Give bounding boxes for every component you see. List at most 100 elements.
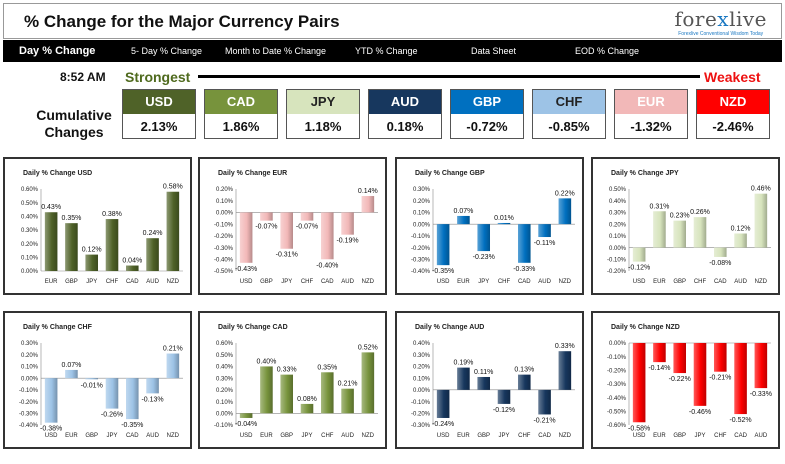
- currency-value: -0.72%: [466, 119, 508, 134]
- x-tick-label: CHF: [714, 433, 727, 439]
- tab-5day-change[interactable]: 5- Day % Change: [131, 46, 203, 56]
- chart-eur: Daily % Change EUR -0.50% -0.40% -0.30% -0.2…: [198, 157, 387, 295]
- data-label: 0.38%: [102, 211, 122, 218]
- x-tick-label: CAD: [538, 433, 551, 439]
- forexlive-logo: forexlive Forexlive Conventional Wisdom …: [674, 7, 767, 37]
- bar: [497, 222, 511, 225]
- bar: [300, 403, 314, 414]
- bar: [85, 254, 99, 271]
- y-tick-label: 0.40%: [21, 215, 39, 221]
- x-tick-label: AUD: [341, 433, 354, 439]
- chart-chf: Daily % Change CHF -0.40% -0.30% -0.20% -0.1…: [3, 311, 192, 449]
- chart-cad: Daily % Change CAD -0.10% 0.00% 0.10% 0.20% 0…: [198, 311, 387, 449]
- bar: [239, 212, 253, 263]
- data-label: -0.46%: [689, 409, 711, 416]
- data-label: 0.13%: [514, 367, 534, 374]
- x-tick-label: CAD: [714, 279, 727, 285]
- currency-name: EUR: [615, 90, 687, 114]
- x-tick-label: CHF: [321, 433, 334, 439]
- x-tick-label: GBP: [280, 433, 293, 439]
- x-tick-label: GBP: [85, 433, 98, 439]
- bar: [632, 247, 646, 262]
- bar: [653, 211, 666, 248]
- y-tick-label: -0.10%: [607, 355, 627, 361]
- bar: [125, 378, 139, 420]
- y-tick-label: -0.30%: [214, 246, 234, 252]
- x-tick-label: GBP: [673, 279, 686, 285]
- tab-data-sheet[interactable]: Data Sheet: [471, 46, 517, 56]
- bar: [713, 247, 727, 257]
- bar: [166, 353, 180, 379]
- data-label: 0.52%: [358, 344, 378, 351]
- data-label: 0.35%: [61, 215, 81, 222]
- x-tick-label: GBP: [673, 433, 686, 439]
- data-label: -0.40%: [316, 262, 338, 269]
- y-tick-label: -0.50%: [607, 410, 627, 416]
- x-tick-label: JPY: [281, 279, 292, 285]
- y-tick-label: -0.30%: [411, 257, 431, 263]
- y-tick-label: -0.20%: [411, 411, 431, 417]
- y-tick-label: 0.00%: [21, 376, 39, 382]
- currency-value: 2.13%: [140, 119, 178, 134]
- page-title: % Change for the Major Currency Pairs: [24, 12, 340, 31]
- data-label: 0.12%: [731, 226, 751, 233]
- x-tick-label: AUD: [341, 279, 354, 285]
- data-label: -0.58%: [628, 425, 650, 432]
- data-label: -0.52%: [729, 417, 751, 424]
- data-label: 0.26%: [690, 209, 710, 216]
- tab-eod-change[interactable]: EOD % Change: [575, 46, 640, 56]
- x-tick-label: NZD: [559, 433, 572, 439]
- y-tick-label: 0.20%: [216, 388, 234, 394]
- y-tick-label: -0.40%: [607, 396, 627, 402]
- tab-day-change[interactable]: Day % Change: [19, 45, 96, 57]
- tab-bar: Day % Change 5- Day % Change Month to Da…: [3, 40, 782, 62]
- bar: [734, 343, 747, 415]
- chart-title: Daily % Change USD: [23, 170, 92, 177]
- data-label: 0.22%: [555, 190, 575, 197]
- x-tick-label: USD: [240, 279, 253, 285]
- x-tick-label: JPY: [694, 433, 705, 439]
- bar: [517, 224, 531, 263]
- bar: [754, 193, 768, 248]
- tab-ytd-change[interactable]: YTD % Change: [355, 46, 418, 56]
- bar: [44, 212, 58, 271]
- y-tick-label: 0.10%: [413, 211, 431, 217]
- currency-box-gbp: GBP -0.72%: [450, 89, 524, 139]
- y-tick-label: 0.40%: [413, 341, 431, 347]
- data-label: -0.31%: [276, 252, 298, 259]
- data-label: -0.23%: [473, 254, 495, 261]
- x-tick-label: GBP: [477, 433, 490, 439]
- logo-text-b: live: [729, 7, 767, 31]
- y-tick-label: -0.30%: [411, 423, 431, 429]
- data-label: 0.40%: [256, 358, 276, 365]
- y-tick-label: -0.30%: [607, 382, 627, 388]
- bar: [673, 343, 687, 374]
- x-tick-label: USD: [240, 433, 253, 439]
- data-label: 0.33%: [555, 343, 575, 350]
- y-tick-label: 0.10%: [216, 400, 234, 406]
- tab-month-to-date[interactable]: Month to Date % Change: [225, 46, 327, 56]
- y-tick-label: 0.30%: [21, 228, 39, 234]
- chart-jpy: Daily % Change JPY -0.20% -0.10% 0.00% 0.10%…: [591, 157, 780, 295]
- x-tick-label: NZD: [559, 279, 572, 285]
- x-tick-label: USD: [633, 433, 646, 439]
- currency-box-usd: USD 2.13%: [122, 89, 196, 139]
- bar: [734, 233, 747, 248]
- currency-value: -1.32%: [630, 119, 672, 134]
- bar: [260, 366, 273, 414]
- chart-title: Daily % Change GBP: [415, 170, 485, 177]
- bar: [320, 212, 334, 260]
- bar: [713, 343, 727, 372]
- x-tick-label: EUR: [653, 279, 666, 285]
- bar: [361, 352, 375, 414]
- currency-name: USD: [123, 90, 195, 114]
- x-tick-label: CHF: [694, 279, 707, 285]
- logo-text-a: fore: [674, 7, 718, 31]
- y-tick-label: -0.10%: [411, 234, 431, 240]
- chart-usd: Daily % Change USD 0.00% 0.10% 0.20% 0.30% 0.…: [3, 157, 192, 295]
- x-tick-label: JPY: [301, 433, 312, 439]
- currency-box-jpy: JPY 1.18%: [286, 89, 360, 139]
- y-tick-label: 0.10%: [21, 365, 39, 371]
- weakest-label: Weakest: [704, 69, 761, 85]
- data-label: -0.08%: [709, 260, 731, 267]
